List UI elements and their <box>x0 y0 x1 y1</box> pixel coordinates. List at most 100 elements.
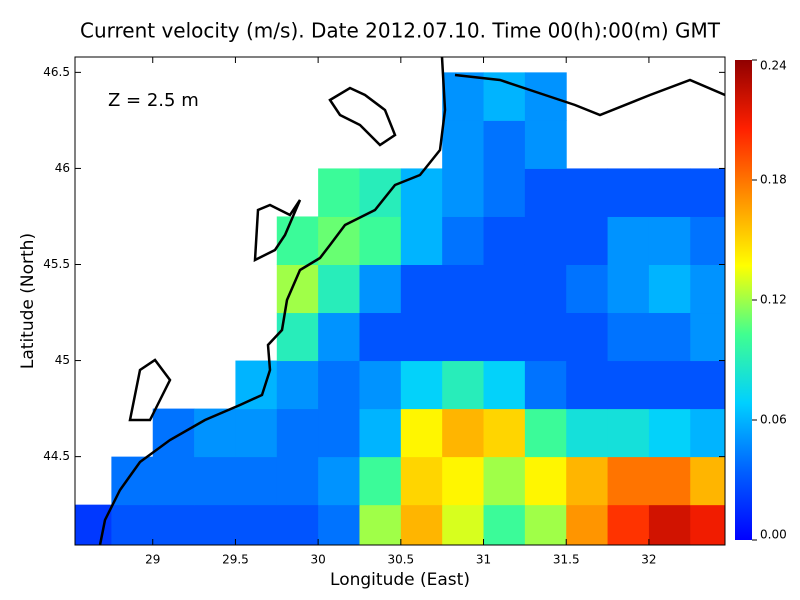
velocity-cell <box>359 408 402 458</box>
velocity-cell <box>566 360 609 410</box>
velocity-cell <box>690 216 725 265</box>
y-tick-label: 45 <box>55 353 70 367</box>
velocity-cell <box>524 408 567 458</box>
velocity-cell <box>318 264 360 314</box>
x-tick-label: 30 <box>310 553 325 567</box>
velocity-cell <box>442 216 485 265</box>
velocity-cell <box>524 504 567 545</box>
velocity-cell <box>690 312 725 362</box>
velocity-cell <box>276 360 319 410</box>
colorbar-tick-label: 0.06 <box>760 413 787 427</box>
velocity-cell <box>400 264 443 314</box>
velocity-cell <box>276 216 319 265</box>
velocity-cell <box>566 168 609 217</box>
velocity-cell <box>194 456 236 506</box>
velocity-cell <box>276 456 319 506</box>
liman <box>253 199 302 263</box>
velocity-cell <box>524 360 567 410</box>
velocity-cell <box>648 360 691 410</box>
coast-west <box>98 57 447 545</box>
x-tick-label: 29 <box>145 553 160 567</box>
x-tick-label: 31 <box>476 553 491 567</box>
velocity-cell <box>359 264 402 314</box>
x-tick-label: 30.5 <box>387 553 414 567</box>
velocity-cell <box>483 264 526 314</box>
velocity-cell <box>359 360 402 410</box>
y-tick-label: 45.5 <box>43 257 70 271</box>
velocity-cell <box>607 360 650 410</box>
velocity-cell <box>235 504 278 545</box>
velocity-cell <box>400 504 443 545</box>
velocity-cell <box>648 408 691 458</box>
velocity-cell <box>648 264 691 314</box>
velocity-cell <box>566 312 609 362</box>
velocity-cell <box>524 264 567 314</box>
velocity-cell <box>400 408 443 458</box>
velocity-cell <box>359 312 402 362</box>
velocity-cell <box>442 120 485 169</box>
y-tick-label: 46.5 <box>43 65 70 79</box>
velocity-cell <box>442 456 485 506</box>
velocity-cell <box>690 360 725 410</box>
velocity-cell <box>607 168 650 217</box>
velocity-cell <box>648 456 691 506</box>
velocity-cell <box>111 504 154 545</box>
velocity-cell <box>566 408 609 458</box>
velocity-cell <box>318 408 360 458</box>
velocity-cell <box>607 456 650 506</box>
depth-annotation: Z = 2.5 m <box>108 90 199 111</box>
velocity-cell <box>690 456 725 506</box>
y-tick-label: 44.5 <box>43 449 70 463</box>
velocity-cell <box>690 504 725 545</box>
velocity-cell <box>235 456 278 506</box>
velocity-cell <box>75 504 112 545</box>
velocity-cell <box>400 168 443 217</box>
velocity-cell <box>524 72 567 121</box>
colorbar-tick-label: 0.24 <box>760 59 787 73</box>
velocity-cell <box>690 264 725 314</box>
velocity-cell <box>152 504 195 545</box>
velocity-cell <box>648 312 691 362</box>
velocity-cell <box>359 168 402 217</box>
colorbar-tick-label: 0.18 <box>760 173 787 187</box>
colorbar-tick-label: 0.12 <box>760 293 787 307</box>
velocity-cell <box>690 408 725 458</box>
velocity-cell <box>483 312 526 362</box>
velocity-cell <box>359 216 402 265</box>
velocity-cell <box>111 456 154 506</box>
velocity-cell <box>359 456 402 506</box>
y-axis-label: Latitude (North) <box>18 233 38 369</box>
velocity-cell <box>648 168 691 217</box>
velocity-cell <box>607 264 650 314</box>
lagoon <box>128 358 172 422</box>
velocity-cell <box>318 360 360 410</box>
velocity-cell <box>276 264 319 314</box>
velocity-cell <box>442 312 485 362</box>
velocity-cell <box>442 264 485 314</box>
velocity-cell <box>483 120 526 169</box>
velocity-cell <box>566 216 609 265</box>
velocity-cell <box>524 312 567 362</box>
velocity-cell <box>524 456 567 506</box>
velocity-cell <box>442 72 485 121</box>
velocity-cell <box>318 312 360 362</box>
velocity-cell <box>607 504 650 545</box>
velocity-cell <box>442 168 485 217</box>
velocity-cell <box>483 216 526 265</box>
x-tick-label: 31.5 <box>553 553 580 567</box>
velocity-cell <box>566 456 609 506</box>
colorbar-tick-label: 0.00 <box>760 528 787 542</box>
velocity-cell <box>566 504 609 545</box>
chart-title: Current velocity (m/s). Date 2012.07.10.… <box>80 19 721 43</box>
velocity-cell <box>400 456 443 506</box>
y-tick-label: 46 <box>55 161 70 175</box>
coastline <box>98 57 725 545</box>
velocity-cell <box>276 408 319 458</box>
velocity-cell <box>276 504 319 545</box>
velocity-cell <box>235 408 278 458</box>
velocity-cell <box>483 456 526 506</box>
velocity-cell <box>607 408 650 458</box>
velocity-cell <box>318 456 360 506</box>
velocity-cell <box>483 360 526 410</box>
velocity-cell <box>524 168 567 217</box>
